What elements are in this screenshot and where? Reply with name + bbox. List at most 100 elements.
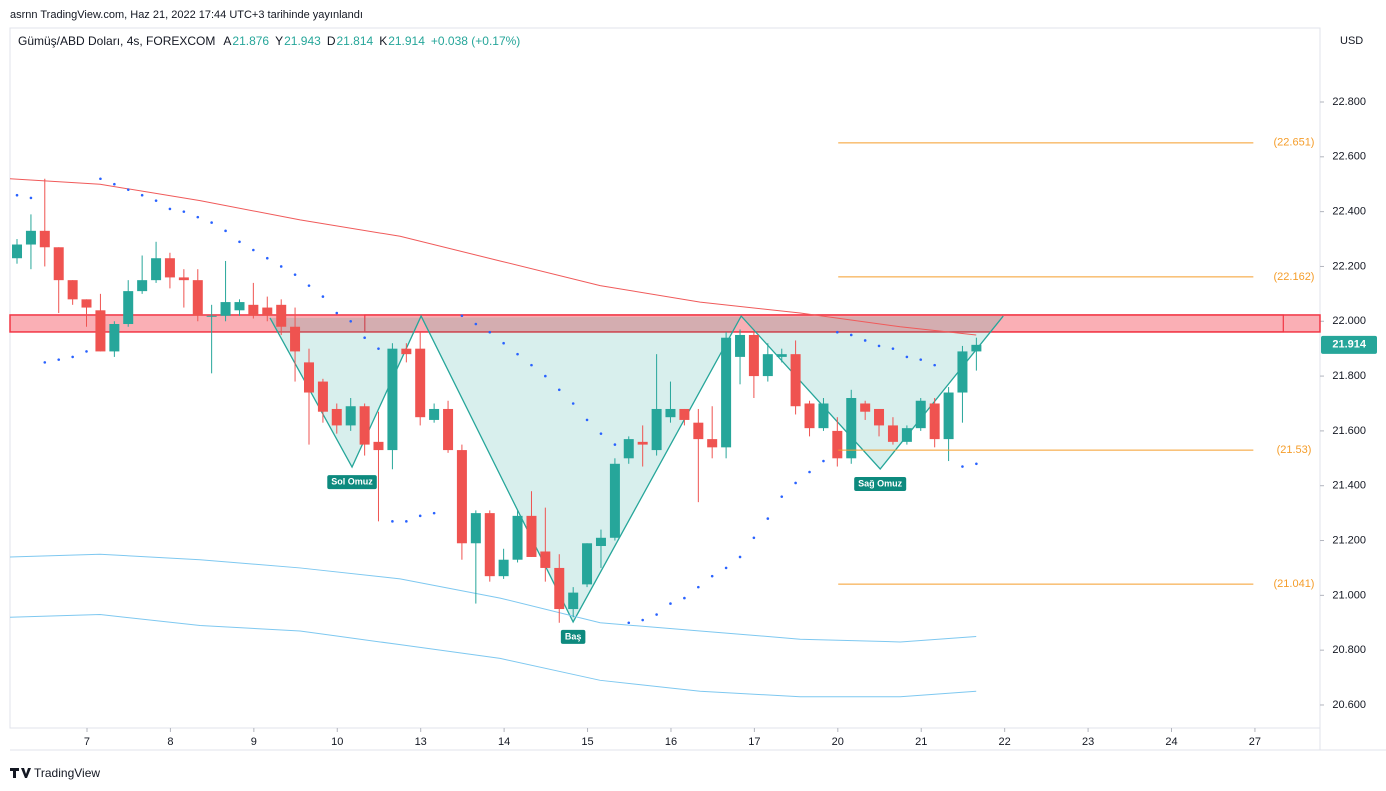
y-tick-label: 21.800 xyxy=(1332,370,1366,382)
candle-body xyxy=(39,230,50,248)
sar-dot xyxy=(641,618,644,622)
candle-body xyxy=(262,307,273,316)
sar-dot xyxy=(502,341,505,345)
sar-dot xyxy=(224,229,227,233)
logo-icon xyxy=(10,768,31,778)
y-tick-label: 22.200 xyxy=(1332,260,1366,272)
x-tick-label: 8 xyxy=(167,736,173,748)
candle-body xyxy=(276,304,287,327)
sar-dot xyxy=(154,199,158,202)
last-price-tag xyxy=(1321,335,1377,354)
sar-dot xyxy=(919,358,923,361)
candle-body xyxy=(123,291,134,325)
y-tick-label: 22.400 xyxy=(1332,206,1366,218)
candle-body xyxy=(512,515,523,560)
ohlc-value: 21.876 xyxy=(232,34,269,48)
candle-body xyxy=(943,392,954,440)
sar-dot xyxy=(377,347,380,350)
footer-brand: TradingView xyxy=(34,766,100,780)
y-tick-label: 20.800 xyxy=(1332,644,1366,656)
level-label: (22.162) xyxy=(1274,271,1315,283)
sar-dot xyxy=(961,465,964,468)
sar-dot xyxy=(196,215,200,219)
sar-dot xyxy=(335,311,339,315)
sar-dot xyxy=(57,358,61,361)
ohlc-value: 21.914 xyxy=(388,34,425,48)
level-label: (21.041) xyxy=(1274,578,1315,590)
candle-body xyxy=(373,441,384,451)
candle-body xyxy=(345,406,356,426)
sar-dot xyxy=(126,188,130,192)
candle-body xyxy=(109,324,120,352)
annotation: Sağ Omuz xyxy=(858,478,903,488)
candle-body xyxy=(540,551,551,568)
sar-dot xyxy=(683,596,686,600)
pattern-line xyxy=(269,314,1004,624)
level-label: (21.53) xyxy=(1277,444,1312,456)
sar-dot xyxy=(766,517,770,520)
sar-dot xyxy=(140,193,144,197)
currency: USD xyxy=(1340,35,1363,47)
candle-body xyxy=(874,408,885,426)
x-tick-label: 7 xyxy=(84,736,90,748)
indicator-line xyxy=(9,553,977,643)
sar-dot xyxy=(669,602,672,605)
candle-body xyxy=(429,408,440,420)
candle-body xyxy=(53,247,64,281)
x-tick-label: 17 xyxy=(748,736,760,748)
candle-body xyxy=(554,567,565,610)
sar-dot xyxy=(265,256,269,260)
candle-body xyxy=(887,425,898,442)
sar-dot xyxy=(405,520,408,523)
pattern-fill xyxy=(270,316,1004,622)
sar-dot xyxy=(863,339,867,342)
y-tick-label: 21.400 xyxy=(1332,480,1366,492)
candle-body xyxy=(443,408,454,451)
y-tick-label: 20.600 xyxy=(1332,699,1366,711)
candle-body xyxy=(526,515,537,557)
sar-dot xyxy=(933,363,936,367)
candle-body xyxy=(498,559,509,577)
x-tick-label: 27 xyxy=(1249,736,1261,748)
sar-dot xyxy=(710,574,714,578)
candle-body xyxy=(595,537,606,547)
indicator-line xyxy=(9,614,977,698)
sar-dot xyxy=(544,374,547,378)
sar-dot xyxy=(210,221,213,224)
sar-dot xyxy=(891,347,895,350)
candle-body xyxy=(220,302,231,316)
candle-body xyxy=(151,258,162,281)
candle-body xyxy=(665,408,676,418)
sar-dot xyxy=(516,352,519,356)
sar-dot xyxy=(585,418,589,422)
sar-dot xyxy=(738,555,742,559)
candle-body xyxy=(248,304,259,316)
sar-dot xyxy=(849,333,853,337)
candle-body xyxy=(971,344,982,352)
sar-dot xyxy=(752,536,756,540)
x-tick-label: 22 xyxy=(999,736,1011,748)
sar-dot xyxy=(613,443,617,446)
annotation-box xyxy=(560,629,586,644)
sar-dot xyxy=(113,182,116,186)
candle-body xyxy=(331,408,342,426)
x-tick-label: 24 xyxy=(1165,736,1177,748)
candle-body xyxy=(860,403,871,412)
sar-dot xyxy=(418,514,422,518)
annotation-box xyxy=(327,475,377,490)
y-tick-label: 21.000 xyxy=(1332,589,1366,601)
candle-body xyxy=(81,299,92,308)
candle-body xyxy=(12,244,23,259)
candle-body xyxy=(192,280,203,316)
sar-dot xyxy=(15,193,19,197)
sar-dot xyxy=(168,207,172,211)
sar-dot xyxy=(99,177,102,181)
x-tick-label: 9 xyxy=(251,736,257,748)
candle-body xyxy=(832,430,843,459)
candle-body xyxy=(470,513,481,544)
symbol: Gümüş/ABD Doları, 4s, FOREXCOM xyxy=(18,34,215,48)
y-tick-label: 22.600 xyxy=(1332,151,1366,163)
sar-dot xyxy=(474,322,478,326)
candle-body xyxy=(25,230,36,245)
candle-body xyxy=(568,592,579,610)
